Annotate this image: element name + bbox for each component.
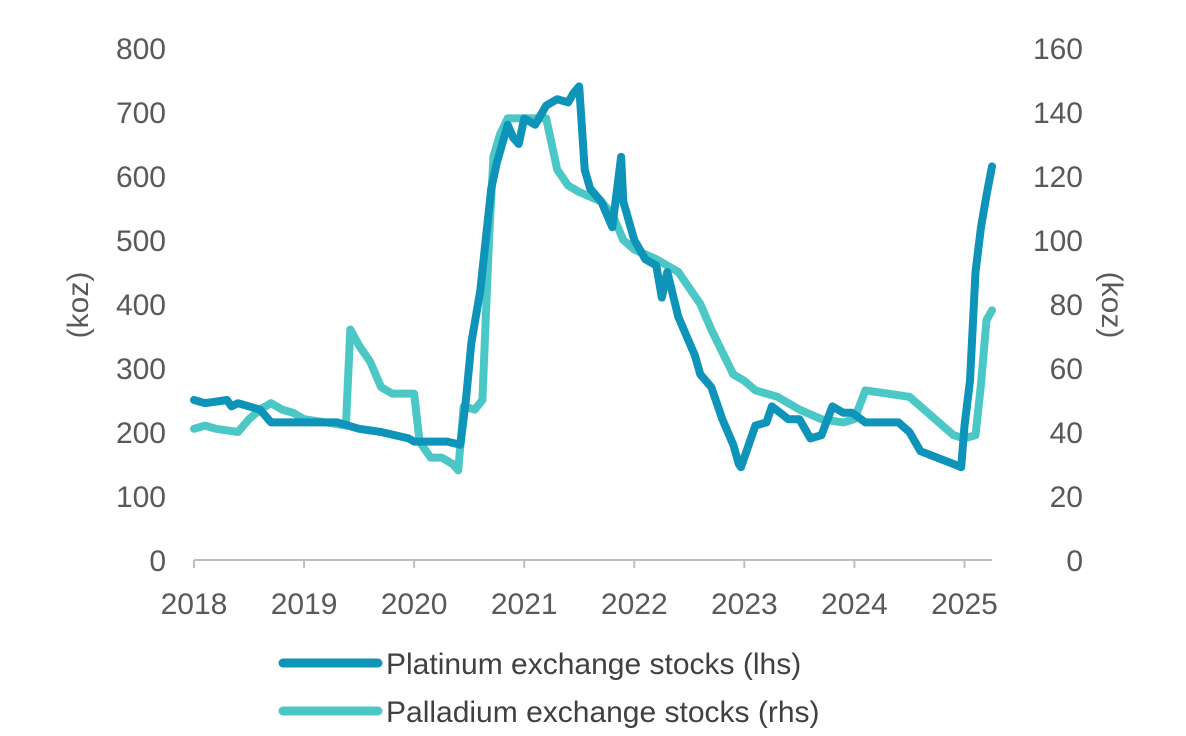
y-axis-left-title: (koz): [62, 272, 95, 339]
palladium-series-line: [190, 114, 996, 475]
y-left-tick-label: 800: [116, 33, 166, 66]
y-axis-right-labels: 0 20 40 60 80 100 120 140 160: [1033, 33, 1083, 578]
y-right-tick-label: 100: [1033, 225, 1083, 258]
y-right-tick-label: 0: [1066, 545, 1083, 578]
y-left-tick-label: 100: [116, 481, 166, 514]
y-left-tick-label: 0: [149, 545, 166, 578]
y-right-tick-label: 120: [1033, 161, 1083, 194]
legend-label-platinum: Platinum exchange stocks (lhs): [386, 648, 801, 681]
series-lines: [190, 82, 996, 475]
y-left-tick-label: 400: [116, 289, 166, 322]
x-tick-label: 2024: [821, 588, 888, 621]
chart-plot-area: 2018 2019 2020 2021 2022 2023 2024 2025 0100200…: [116, 33, 1083, 621]
platinum-series-line: [190, 82, 996, 472]
y-left-tick-label: 600: [116, 161, 166, 194]
y-axis-left-labels: 0 100 200 300 400 500 600 700 800: [116, 33, 166, 578]
y-right-tick-label: 20: [1050, 481, 1083, 514]
y-left-tick-label: 200: [116, 417, 166, 450]
x-tick-label: 2019: [271, 588, 338, 621]
legend-item-platinum: Platinum exchange stocks (lhs): [278, 648, 801, 681]
y-right-tick-label: 160: [1033, 33, 1083, 66]
y-right-tick-label: 140: [1033, 97, 1083, 130]
y-left-tick-label: 700: [116, 97, 166, 130]
x-axis-ticks: 2018 2019 2020 2021 2022 2023 2024 2025: [161, 560, 998, 621]
x-tick-label: 2020: [381, 588, 448, 621]
chart-legend: Platinum exchange stocks (lhs) Palladium…: [278, 648, 820, 729]
y-left-tick-label: 300: [116, 353, 166, 386]
y-right-tick-label: 80: [1050, 289, 1083, 322]
y-axis-right-title: (koz): [1095, 272, 1128, 339]
legend-item-palladium: Palladium exchange stocks (rhs): [278, 696, 820, 729]
y-left-tick-label: 500: [116, 225, 166, 258]
x-tick-label: 2023: [711, 588, 778, 621]
x-tick-label: 2021: [491, 588, 558, 621]
y-right-tick-label: 40: [1050, 417, 1083, 450]
y-right-tick-label: 60: [1050, 353, 1083, 386]
x-tick-label: 2025: [931, 588, 998, 621]
legend-label-palladium: Palladium exchange stocks (rhs): [386, 696, 820, 729]
x-tick-label: 2022: [601, 588, 668, 621]
x-tick-label: 2018: [161, 588, 228, 621]
